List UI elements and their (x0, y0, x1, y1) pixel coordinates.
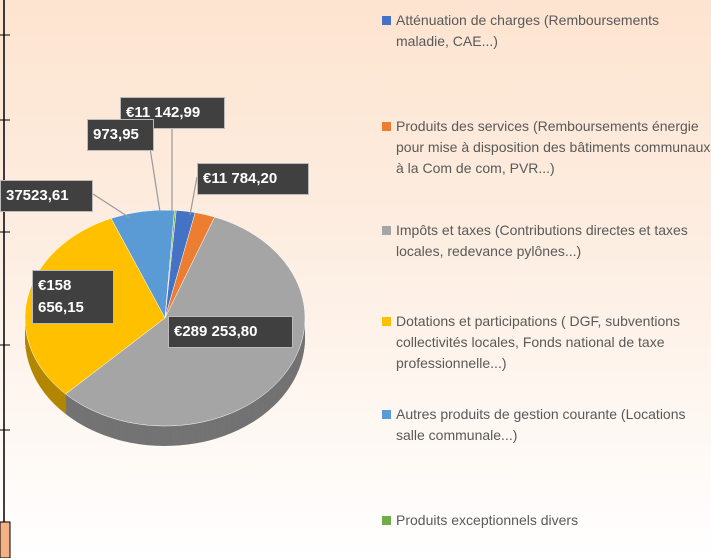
legend-item: Impôts et taxes (Contributions directes … (382, 220, 711, 262)
legend-item: Autres produits de gestion courante (Loc… (382, 404, 711, 446)
legend-item: Produits exceptionnels divers (382, 510, 711, 531)
cell (0, 521, 11, 558)
legend-swatch (382, 16, 391, 25)
leader-line (92, 193, 131, 219)
leader-line (189, 176, 198, 216)
data-label: 37523,61 (0, 180, 93, 212)
data-label: €158 656,15 (32, 270, 114, 324)
slice (164, 209, 177, 319)
legend-item: Produits des services (Remboursements én… (382, 116, 711, 179)
legend-swatch (382, 410, 391, 419)
data-label: €289 253,80 (168, 316, 293, 348)
leader-line (120, 147, 161, 213)
data-label: €11 784,20 (197, 163, 309, 195)
legend-text: Atténuation de charges (Remboursements m… (396, 12, 660, 49)
data-label: €11 142,99 (120, 97, 225, 129)
legend-text: Impôts et taxes (Contributions directes … (396, 222, 688, 259)
legend-swatch (382, 226, 391, 235)
legend-swatch (382, 516, 391, 525)
legend-item: Atténuation de charges (Remboursements m… (382, 10, 711, 52)
legend-text: Autres produits de gestion courante (Loc… (396, 406, 686, 443)
legend-text: Produits exceptionnels divers (396, 512, 579, 528)
legend-text: Dotations et participations ( DGF, subve… (396, 313, 681, 371)
legend-swatch (382, 122, 391, 131)
legend-swatch (382, 317, 391, 326)
legend-item: Dotations et participations ( DGF, subve… (382, 311, 711, 374)
data-label: 973,95 (87, 119, 154, 151)
legend-text: Produits des services (Remboursements én… (396, 118, 711, 176)
